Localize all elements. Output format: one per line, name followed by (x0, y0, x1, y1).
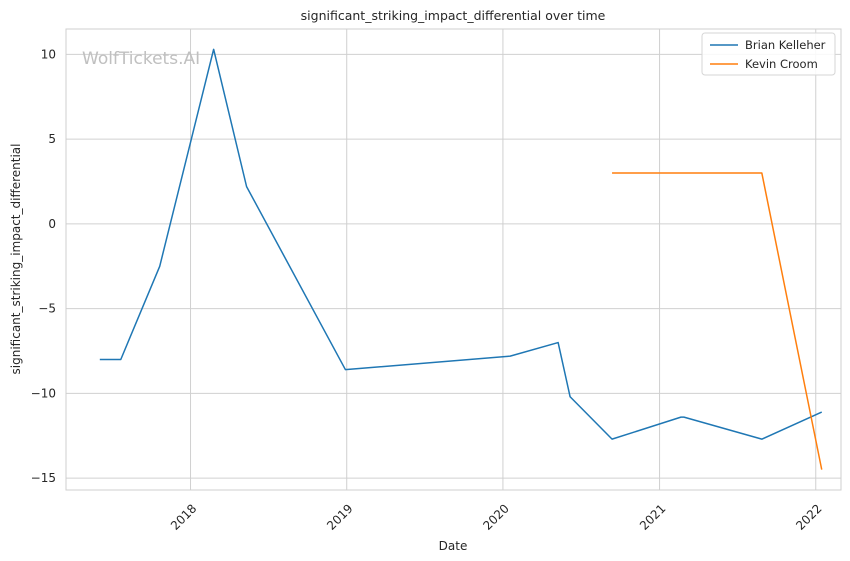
plot-area-frame (65, 28, 842, 491)
legend-label-kevin-croom: Kevin Croom (745, 57, 818, 71)
y-tick-label: −15 (31, 471, 56, 485)
series-line-brian-kelleher (99, 48, 823, 440)
x-axis-label: Date (439, 539, 468, 553)
gridlines (66, 29, 841, 490)
chart-title: significant_striking_impact_differential… (301, 8, 606, 23)
series-layer (99, 48, 823, 470)
y-axis-ticks: 10 5 0 −5 −10 −15 (31, 47, 56, 485)
y-tick-label: −5 (38, 302, 56, 316)
y-tick-label: −10 (31, 386, 56, 400)
series-line-kevin-croom (612, 172, 823, 470)
legend: Brian Kelleher Kevin Croom (701, 32, 836, 76)
y-tick-label: 5 (48, 132, 56, 146)
y-tick-label: 10 (41, 47, 56, 61)
legend-label-brian-kelleher: Brian Kelleher (745, 38, 826, 52)
watermark: WolfTickets.AI (82, 49, 200, 69)
y-axis-label: significant_striking_impact_differential (9, 144, 23, 375)
y-tick-label: 0 (48, 217, 56, 231)
